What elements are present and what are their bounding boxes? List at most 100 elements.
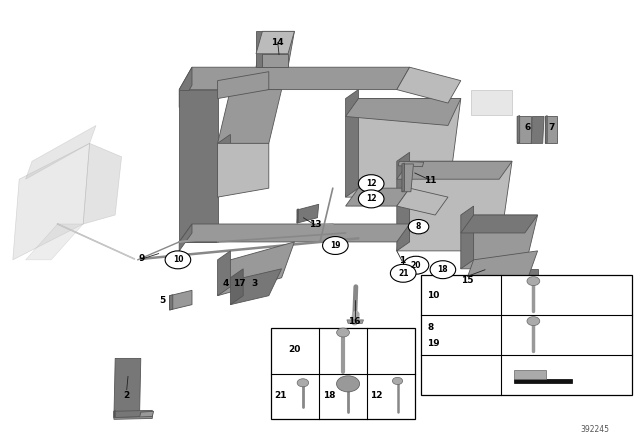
Polygon shape <box>461 206 474 269</box>
Text: 16: 16 <box>348 317 361 326</box>
Polygon shape <box>179 224 192 251</box>
Polygon shape <box>471 90 512 115</box>
Polygon shape <box>397 161 512 179</box>
Polygon shape <box>514 370 546 379</box>
Polygon shape <box>461 215 538 269</box>
Bar <box>421 275 632 395</box>
Polygon shape <box>218 251 230 296</box>
Polygon shape <box>114 358 141 418</box>
Polygon shape <box>218 134 230 197</box>
Polygon shape <box>13 143 90 260</box>
Polygon shape <box>397 161 512 251</box>
Polygon shape <box>517 116 520 143</box>
Text: 11: 11 <box>424 176 436 185</box>
Text: 14: 14 <box>271 38 284 47</box>
Text: 20: 20 <box>289 345 301 354</box>
Circle shape <box>527 317 540 326</box>
Circle shape <box>392 377 403 384</box>
Text: 392245: 392245 <box>580 425 609 434</box>
Text: 2: 2 <box>124 391 130 400</box>
Polygon shape <box>179 67 410 90</box>
Polygon shape <box>179 90 218 242</box>
Polygon shape <box>179 224 410 242</box>
Text: 21: 21 <box>398 269 408 278</box>
Circle shape <box>323 237 348 254</box>
Polygon shape <box>545 116 547 143</box>
Text: 5: 5 <box>159 296 166 305</box>
Polygon shape <box>474 287 538 296</box>
Text: 12: 12 <box>366 194 376 203</box>
Polygon shape <box>218 143 269 197</box>
Circle shape <box>430 261 456 279</box>
Polygon shape <box>170 290 192 310</box>
Polygon shape <box>514 379 572 383</box>
Text: 10: 10 <box>173 255 183 264</box>
Polygon shape <box>218 242 294 296</box>
Polygon shape <box>230 269 243 305</box>
Text: 18: 18 <box>438 265 448 274</box>
Polygon shape <box>347 320 364 323</box>
Text: 15: 15 <box>461 276 474 284</box>
Circle shape <box>297 379 308 387</box>
Polygon shape <box>83 143 122 224</box>
Polygon shape <box>218 72 269 99</box>
Text: 19: 19 <box>428 339 440 348</box>
Polygon shape <box>114 410 115 418</box>
Polygon shape <box>397 152 410 251</box>
Circle shape <box>337 328 349 337</box>
Polygon shape <box>256 31 262 67</box>
Polygon shape <box>346 99 461 125</box>
Text: 13: 13 <box>308 220 321 229</box>
Polygon shape <box>230 269 282 305</box>
Text: 12: 12 <box>371 391 383 400</box>
Polygon shape <box>297 204 319 223</box>
Polygon shape <box>179 67 192 108</box>
Text: 12: 12 <box>366 179 376 188</box>
Polygon shape <box>179 233 230 242</box>
Polygon shape <box>346 99 461 197</box>
Text: 18: 18 <box>323 391 335 400</box>
Text: 7: 7 <box>548 123 555 132</box>
Polygon shape <box>297 209 298 223</box>
Polygon shape <box>140 411 154 418</box>
Polygon shape <box>402 164 413 192</box>
Text: 19: 19 <box>330 241 340 250</box>
Polygon shape <box>256 31 294 54</box>
Polygon shape <box>461 251 538 296</box>
Circle shape <box>408 220 429 234</box>
Circle shape <box>390 264 416 282</box>
Polygon shape <box>545 116 557 143</box>
Polygon shape <box>474 269 538 287</box>
Text: 3: 3 <box>252 279 258 288</box>
Text: 8: 8 <box>416 222 421 231</box>
Polygon shape <box>218 90 282 143</box>
Polygon shape <box>397 188 448 215</box>
Text: 20: 20 <box>411 261 421 270</box>
Polygon shape <box>256 31 294 67</box>
Circle shape <box>358 175 384 193</box>
Bar <box>271 328 415 419</box>
Circle shape <box>527 276 540 285</box>
Polygon shape <box>26 224 83 260</box>
Polygon shape <box>461 215 538 233</box>
Polygon shape <box>114 417 152 419</box>
Polygon shape <box>262 54 288 67</box>
Text: 10: 10 <box>428 291 440 300</box>
Text: 17: 17 <box>233 279 246 288</box>
Polygon shape <box>170 295 173 310</box>
Polygon shape <box>346 90 358 197</box>
Polygon shape <box>26 125 96 179</box>
Text: 8: 8 <box>428 323 434 332</box>
Polygon shape <box>531 116 544 143</box>
Text: 21: 21 <box>274 391 287 400</box>
Polygon shape <box>114 410 152 418</box>
Polygon shape <box>517 116 531 143</box>
Polygon shape <box>346 188 410 206</box>
Text: 6: 6 <box>524 123 531 132</box>
Polygon shape <box>398 161 424 167</box>
Circle shape <box>403 256 429 274</box>
Text: 1: 1 <box>399 256 405 265</box>
Text: 4: 4 <box>222 279 228 288</box>
Polygon shape <box>397 67 461 103</box>
Circle shape <box>165 251 191 269</box>
